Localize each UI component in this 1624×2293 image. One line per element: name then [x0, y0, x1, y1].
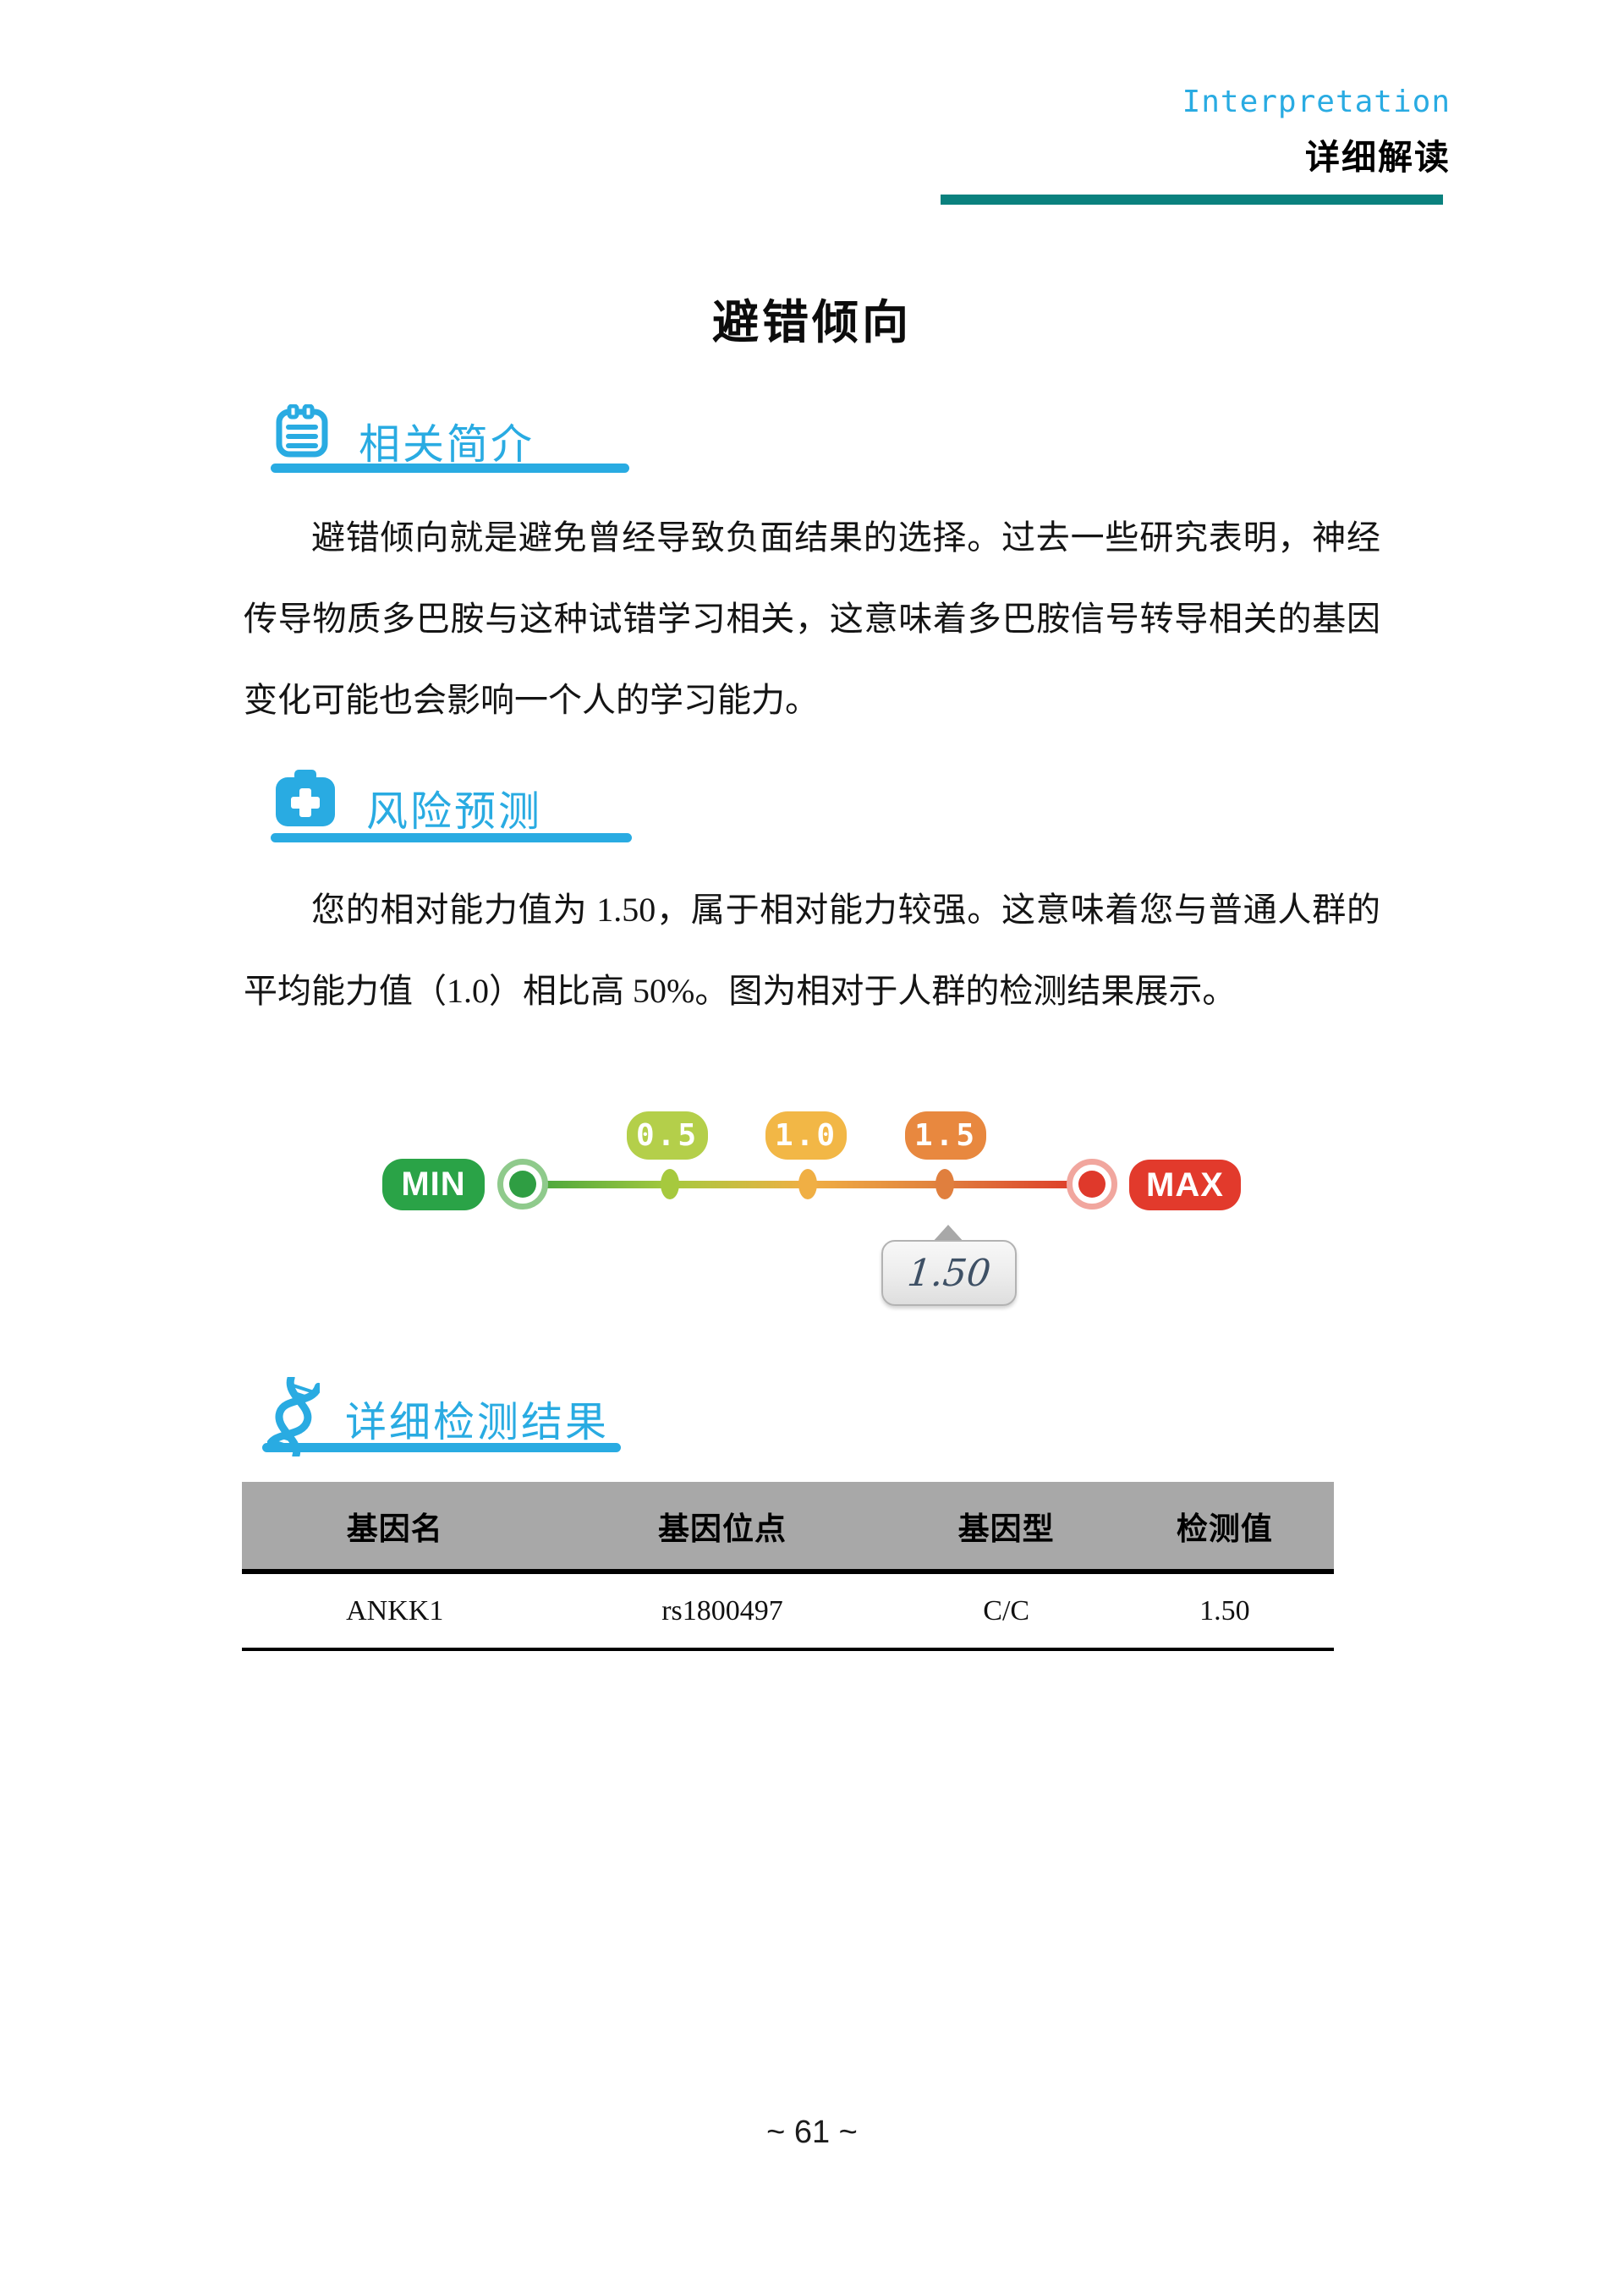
- value-tooltip-arrow: [932, 1225, 964, 1242]
- cell-gene-name: ANKK1: [346, 1594, 444, 1626]
- header-chinese-label: 详细解读: [1305, 138, 1451, 177]
- gauge-tick-badge-0_5: 0.5: [627, 1111, 708, 1160]
- results-table: 基因名 基因位点 基因型 检测值 ANKK1 rs1800497 C/C 1.5…: [242, 1482, 1334, 1651]
- first-aid-icon: [272, 770, 338, 829]
- gauge-start-ring: [497, 1159, 548, 1210]
- col-header-genotype: 基因型: [957, 1511, 1055, 1546]
- intro-paragraph: 避错倾向就是避免曾经导致负面结果的选择。过去一些研究表明，神经传导物质多巴胺与这…: [244, 518, 1380, 719]
- risk-paragraph: 您的相对能力值为 1.50，属于相对能力较强。这意味着您与普通人群的平均能力值（…: [244, 891, 1380, 1010]
- page-number: ~ 61 ~: [766, 2115, 858, 2150]
- gauge-min-pill: MIN: [382, 1159, 485, 1210]
- header-teal-rule: [941, 195, 1443, 205]
- section-intro-underline: [271, 464, 629, 473]
- col-header-detected-value: 检测值: [1176, 1511, 1273, 1546]
- gauge-max-pill: MAX: [1129, 1160, 1241, 1210]
- gauge-tick-badge-1_5: 1.5: [905, 1111, 986, 1160]
- page-title: 避错倾向: [711, 297, 912, 348]
- section-risk-underline: [271, 833, 632, 842]
- gauge-marker-1_0: [798, 1169, 817, 1199]
- col-header-gene-name: 基因名: [346, 1511, 443, 1546]
- gauge-start-dot: [509, 1171, 536, 1198]
- section-risk-heading: 风险预测: [366, 789, 543, 835]
- gauge-marker-1_5: [935, 1169, 954, 1199]
- cell-detected-value: 1.50: [1199, 1594, 1250, 1626]
- gauge-end-dot: [1078, 1171, 1106, 1198]
- results-table-header-row: 基因名 基因位点 基因型 检测值: [242, 1482, 1334, 1574]
- section-results-heading: 详细检测结果: [345, 1400, 610, 1445]
- col-header-gene-locus: 基因位点: [658, 1511, 787, 1546]
- notepad-icon: [275, 404, 329, 458]
- value-tooltip: 1.50: [881, 1240, 1017, 1306]
- cell-gene-locus: rs1800497: [661, 1594, 783, 1626]
- header-english-label: Interpretation: [1182, 85, 1451, 119]
- value-tooltip-text: 1.50: [905, 1251, 993, 1295]
- section-results-underline: [262, 1443, 621, 1452]
- table-row: ANKK1 rs1800497 C/C 1.50: [242, 1574, 1334, 1651]
- gauge-marker-0_5: [661, 1169, 679, 1199]
- gauge-tick-badge-1_0: 1.0: [765, 1111, 847, 1160]
- gauge-end-ring: [1067, 1159, 1117, 1210]
- cell-genotype: C/C: [983, 1594, 1030, 1626]
- section-intro-heading: 相关简介: [359, 422, 535, 468]
